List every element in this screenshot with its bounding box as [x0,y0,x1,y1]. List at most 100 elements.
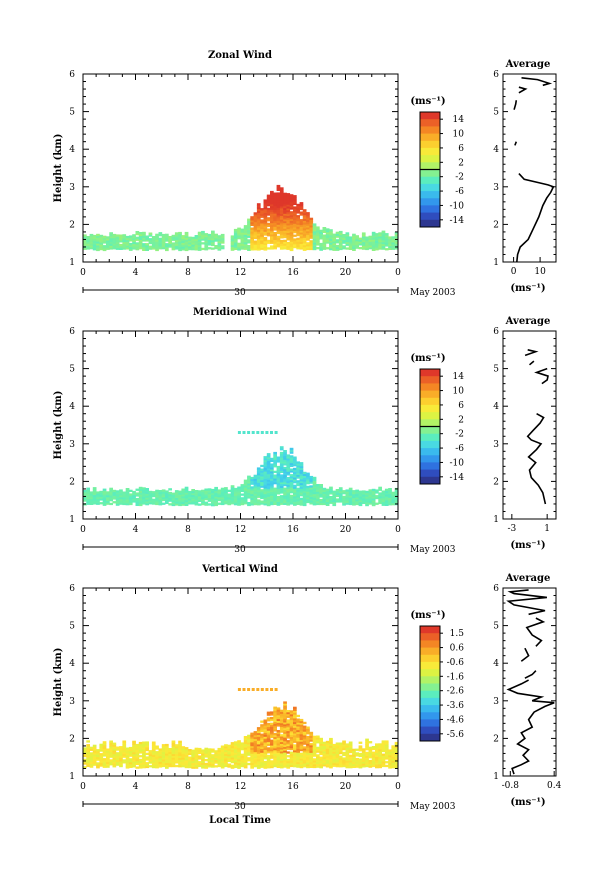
heatmap-cell [119,234,123,237]
heatmap-cell [283,457,287,460]
heatmap-cell [122,241,127,244]
heatmap-cell [83,242,87,245]
heatmap-cell [155,499,159,502]
heatmap-cell [384,757,389,760]
heatmap-cell [138,503,143,507]
heatmap-cell [188,236,192,239]
heatmap-cell [266,453,271,456]
heatmap-cell [378,494,382,497]
heatmap-cell [243,245,248,249]
heatmap-cell [194,762,199,765]
heatmap-cell [184,243,189,246]
heatmap-cell [319,760,323,763]
heatmap-cell [296,733,300,736]
heatmap-cell [296,474,300,477]
heatmap-cell [227,489,232,492]
heatmap-cell [119,763,123,766]
heatmap-cell [171,761,176,764]
heatmap-cell [256,727,261,730]
heatmap-cell [253,219,258,223]
heatmap-cell [263,201,268,204]
heatmap-cell [306,760,310,763]
heatmap-cell [375,762,379,765]
heatmap-cell [384,244,389,247]
colorbar-tick-label: -5.6 [447,730,465,740]
heatmap-cell [283,716,287,719]
heatmap-cell [299,739,304,742]
heatmap-cell [178,753,182,757]
heatmap-cell [171,755,176,758]
heatmap-cell [158,491,163,495]
heatmap-cell [342,245,346,248]
heatmap-cell [237,747,241,751]
heatmap-cell [128,502,133,506]
heatmap-cell [296,226,300,229]
heatmap-cell [329,760,333,763]
heatmap-cell [142,745,146,748]
heatmap-cell [309,739,314,742]
heatmap-cell [260,464,264,468]
heatmap-cell [263,484,268,487]
heatmap-cell [128,246,133,249]
heatmap-cell [375,747,379,750]
heatmap-cell [109,763,113,766]
heatmap-cell [83,751,87,754]
heatmap-cell [312,229,317,232]
colorbar-swatch [420,633,440,641]
heatmap-cell [273,727,277,730]
heatmap-cell [230,235,235,238]
heatmap-cell [184,499,189,503]
y-tick-label: 1 [69,515,75,525]
heatmap-cell [214,752,218,755]
heatmap-cell [83,234,87,237]
heatmap-cell [240,487,245,491]
heatmap-cell [174,243,179,246]
heatmap-cell [276,465,281,469]
heatmap-cell [237,757,241,760]
heatmap-cell [270,236,274,239]
heatmap-cell [253,751,258,755]
heatmap-cell [276,486,281,489]
heatmap-cell [302,218,307,221]
heatmap-cell [138,747,143,750]
heatmap-cell [112,763,117,766]
heatmap-cell [233,761,238,765]
heatmap-cell [250,762,254,765]
heatmap-cell [289,740,294,743]
heatmap-cell [276,739,281,742]
heatmap-cell [194,240,199,243]
heatmap-cell [240,764,245,768]
heatmap-cell [233,758,238,761]
heatmap-cell [263,220,268,223]
heatmap-cell [214,239,218,242]
heatmap-cell [338,492,343,496]
heatmap-cell [191,490,195,494]
heatmap-cell [273,714,277,717]
heatmap-cell [309,479,314,482]
heatmap-cell [155,747,159,750]
heatmap-cell [276,718,281,721]
heatmap-cell [250,760,254,764]
heatmap-cell [368,750,373,753]
heatmap-cell [247,502,251,505]
heatmap-cell [302,721,307,725]
heatmap-cell [279,476,284,479]
heatmap-cell [329,248,333,251]
heatmap-cell [158,239,163,242]
heatmap-cell [306,758,310,761]
heatmap-cell [286,711,291,715]
heatmap-cell [378,756,382,759]
colorbar-swatch [420,476,440,485]
heatmap-cell [142,496,146,499]
heatmap-cell [247,746,251,749]
heatmap-cell [276,761,281,765]
colorbar-swatch [420,383,440,392]
heatmap-cell [115,761,120,764]
heatmap-cell [171,234,176,238]
heatmap-cell [197,749,202,753]
heatmap-cell [233,499,238,502]
heatmap-cell [391,497,396,500]
heatmap-cell [240,493,245,496]
heatmap-cell [106,245,110,248]
heatmap-cell [289,502,294,505]
